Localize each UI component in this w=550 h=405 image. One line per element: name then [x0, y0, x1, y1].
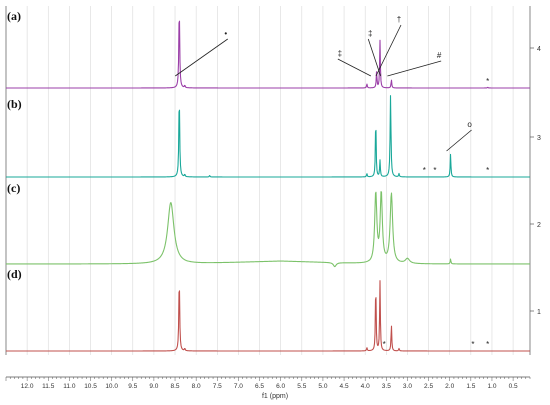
x-tick-label: 11.0 [63, 383, 76, 390]
x-tick-label: 4.5 [340, 383, 349, 390]
x-tick-label: 4.0 [361, 383, 370, 390]
annotation-symbol: * [471, 340, 474, 349]
x-tick-label: 3.5 [382, 383, 391, 390]
x-tick-label: 7.0 [234, 383, 243, 390]
x-tick-label: 10.5 [84, 383, 97, 390]
x-tick-label: 6.0 [276, 383, 285, 390]
annotation-symbol: ‡ [338, 49, 342, 58]
x-tick-label: 7.5 [213, 383, 222, 390]
panel-label: (b) [7, 97, 22, 111]
plot-frame: 4 3 2 1 [5, 6, 541, 355]
x-tick-label: 5.5 [297, 383, 306, 390]
x-tick-label: 8.0 [192, 383, 201, 390]
x-tick-label: 0.5 [509, 383, 518, 390]
annotation-arrow [387, 60, 442, 77]
right-axis-tick-label: 1 [537, 309, 541, 316]
spectrum-trace-4 [5, 280, 531, 352]
x-tick-label: 6.5 [255, 383, 264, 390]
spectrum-trace-2 [5, 95, 531, 178]
annotation-symbol: * [383, 340, 386, 349]
annotation-symbol: • [224, 29, 227, 38]
spectrum-trace-1 [5, 20, 531, 89]
right-axis-tick-label: 2 [537, 222, 541, 229]
annotation-symbol: o [467, 120, 472, 129]
annotation-symbol: * [486, 340, 489, 349]
x-tick-label: 2.0 [445, 383, 454, 390]
annotation-symbol: # [437, 51, 442, 60]
x-tick-label: 8.5 [171, 383, 180, 390]
x-tick-label: 10.0 [105, 383, 118, 390]
annotation-symbol: * [486, 166, 489, 175]
annotation-symbol: * [486, 77, 489, 86]
annotation-symbol: * [433, 166, 436, 175]
annotation-symbol: † [397, 15, 401, 24]
x-tick-label: 11.5 [42, 383, 55, 390]
x-axis: 12.0 11.5 11.0 10.5 10.0 9.5 9.0 8.5 8.0 7.5 7.0 6.… [5, 376, 531, 390]
x-tick-label: 1.0 [487, 383, 496, 390]
annotation-arrow [367, 38, 381, 77]
annotation-arrow [337, 58, 372, 77]
annotation-arrow [175, 38, 228, 77]
annotation-arrow [375, 24, 402, 77]
x-tick-label: 2.5 [424, 383, 433, 390]
panel-label: (d) [7, 267, 22, 281]
panel-label: (a) [7, 9, 21, 23]
x-tick-label: 9.0 [149, 383, 158, 390]
peak-annotations: • ‡ ‡ † # * o * * * * * * [175, 15, 489, 349]
x-tick-label: 5.0 [318, 383, 327, 390]
annotation-arrow [446, 129, 472, 152]
spectra-traces [5, 20, 531, 352]
right-axis-tick-label: 3 [537, 135, 541, 142]
annotation-symbol: ‡ [368, 29, 372, 38]
vertical-gridlines [26, 6, 514, 355]
x-tick-label: 9.5 [128, 383, 137, 390]
x-tick-label: 1.5 [466, 383, 475, 390]
annotation-symbol: * [423, 166, 426, 175]
right-axis-tick-label: 4 [537, 46, 541, 53]
x-axis-title: f1 (ppm) [262, 393, 288, 400]
spectrum-trace-3 [5, 191, 531, 268]
panel-label: (c) [7, 181, 20, 195]
x-tick-label: 3.0 [403, 383, 412, 390]
x-tick-label: 12.0 [21, 383, 34, 390]
panel-labels: (a) (b) (c) (d) [7, 9, 22, 281]
